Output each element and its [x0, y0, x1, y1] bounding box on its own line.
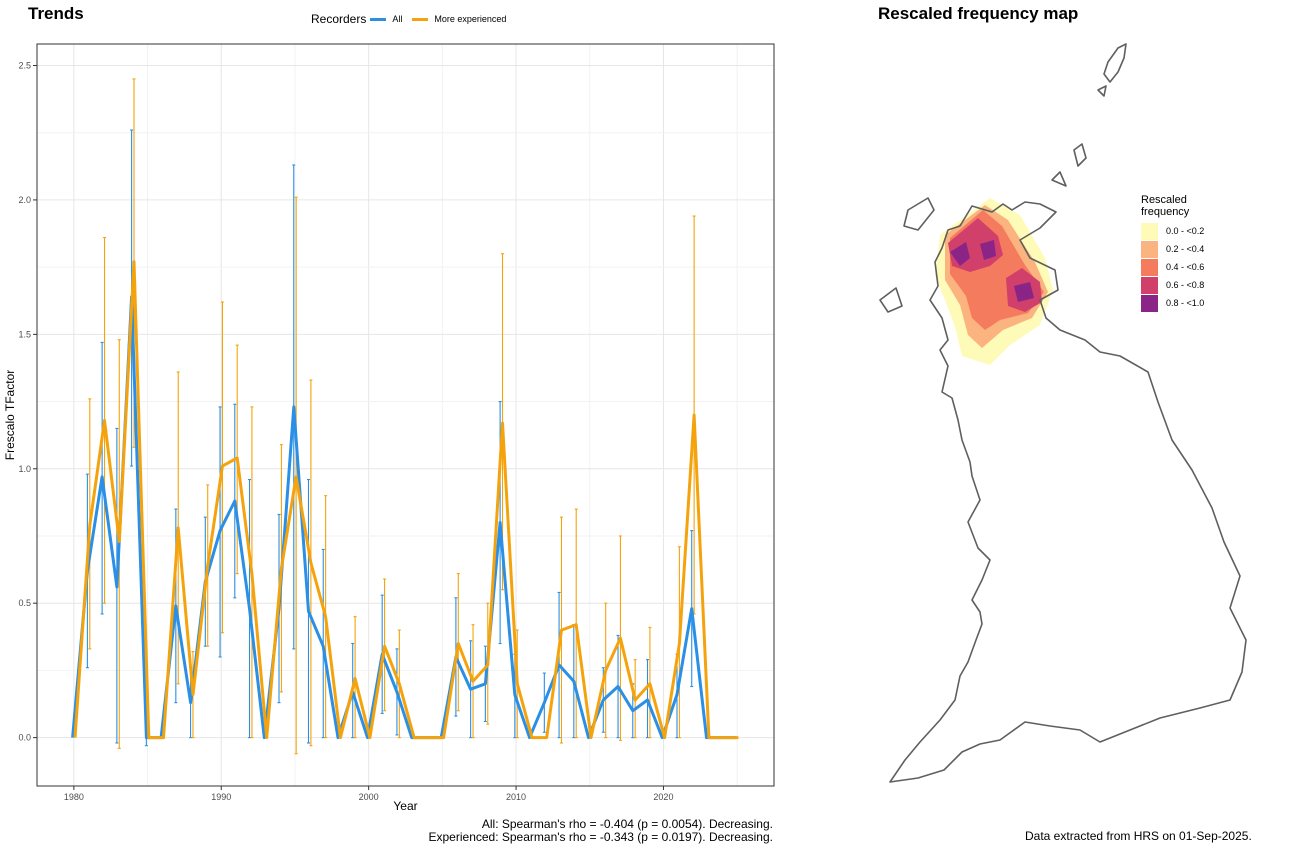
y-tick-label: 2.5	[18, 61, 31, 71]
map-legend-swatch	[1141, 294, 1158, 312]
series-line	[71, 295, 736, 740]
x-tick-label: 2020	[653, 792, 673, 802]
map-legend-row: 0.8 - <1.0	[1141, 294, 1211, 312]
map-legend-row: 0.0 - <0.2	[1141, 222, 1211, 240]
zone-0.8a	[950, 242, 970, 266]
map-legend-label: 0.4 - <0.6	[1166, 262, 1205, 272]
map-legend-swatch	[1141, 276, 1158, 294]
heat-zones	[935, 198, 1053, 365]
legend-item-experienced: More experienced	[412, 14, 506, 24]
map-legend-row: 0.4 - <0.6	[1141, 258, 1211, 276]
x-tick-label: 1980	[64, 792, 84, 802]
source-note: Data extracted from HRS on 01-Sep-2025.	[1025, 829, 1252, 843]
legend-swatch-all	[370, 17, 387, 21]
map-legend-swatch	[1141, 258, 1158, 276]
map-legend: Rescaled frequency 0.0 - <0.2 0.2 - <0.4…	[1141, 194, 1211, 312]
frequency-map	[879, 43, 1247, 783]
series-line	[73, 260, 739, 740]
y-tick-label: 1.5	[18, 329, 31, 339]
y-tick-label: 2.0	[18, 195, 31, 205]
coastline	[879, 43, 1247, 783]
stat-all: All: Spearman's rho = -0.404 (p = 0.0054…	[481, 817, 773, 831]
legend-item-all: All	[370, 14, 402, 24]
map-legend-label: 0.0 - <0.2	[1166, 226, 1205, 236]
trend-chart: 1980 1990 2000 2010 2020 0.0 0.5 1.0 1.5 2.0 2.5 Ye…	[3, 43, 775, 813]
stat-experienced: Experienced: Spearman's rho = -0.343 (p …	[428, 830, 774, 844]
legend-title: Recorders	[311, 12, 367, 26]
map-legend-label: 0.8 - <1.0	[1166, 298, 1205, 308]
y-tick-label: 0.5	[18, 598, 31, 608]
map-legend-row: 0.2 - <0.4	[1141, 240, 1211, 258]
legend-swatch-experienced	[412, 17, 429, 21]
y-tick-label: 1.0	[18, 464, 31, 474]
legend-label-experienced: More experienced	[434, 14, 507, 24]
x-axis-label: Year	[393, 799, 417, 813]
map-title: Rescaled frequency map	[878, 4, 1079, 23]
x-tick-label: 2010	[506, 792, 526, 802]
y-tick-label: 0.0	[18, 733, 31, 743]
x-tick-label: 1990	[211, 792, 231, 802]
zone-0.8b	[980, 240, 996, 260]
x-tick-label: 2000	[359, 792, 379, 802]
zone-0.8c	[1014, 282, 1034, 302]
chart-legend: Recorders All More experienced	[311, 12, 516, 26]
map-legend-title: Rescaled frequency	[1141, 194, 1190, 218]
plot-border	[36, 43, 775, 787]
y-axis-label: Frescalo TFactor	[3, 370, 17, 460]
map-legend-label: 0.2 - <0.4	[1166, 244, 1205, 254]
map-legend-label: 0.6 - <0.8	[1166, 280, 1205, 290]
legend-label-all: All	[392, 14, 403, 24]
map-legend-row: 0.6 - <0.8	[1141, 276, 1211, 294]
map-legend-swatch	[1141, 240, 1158, 258]
trends-title: Trends	[28, 4, 84, 23]
map-legend-swatch	[1141, 222, 1158, 240]
